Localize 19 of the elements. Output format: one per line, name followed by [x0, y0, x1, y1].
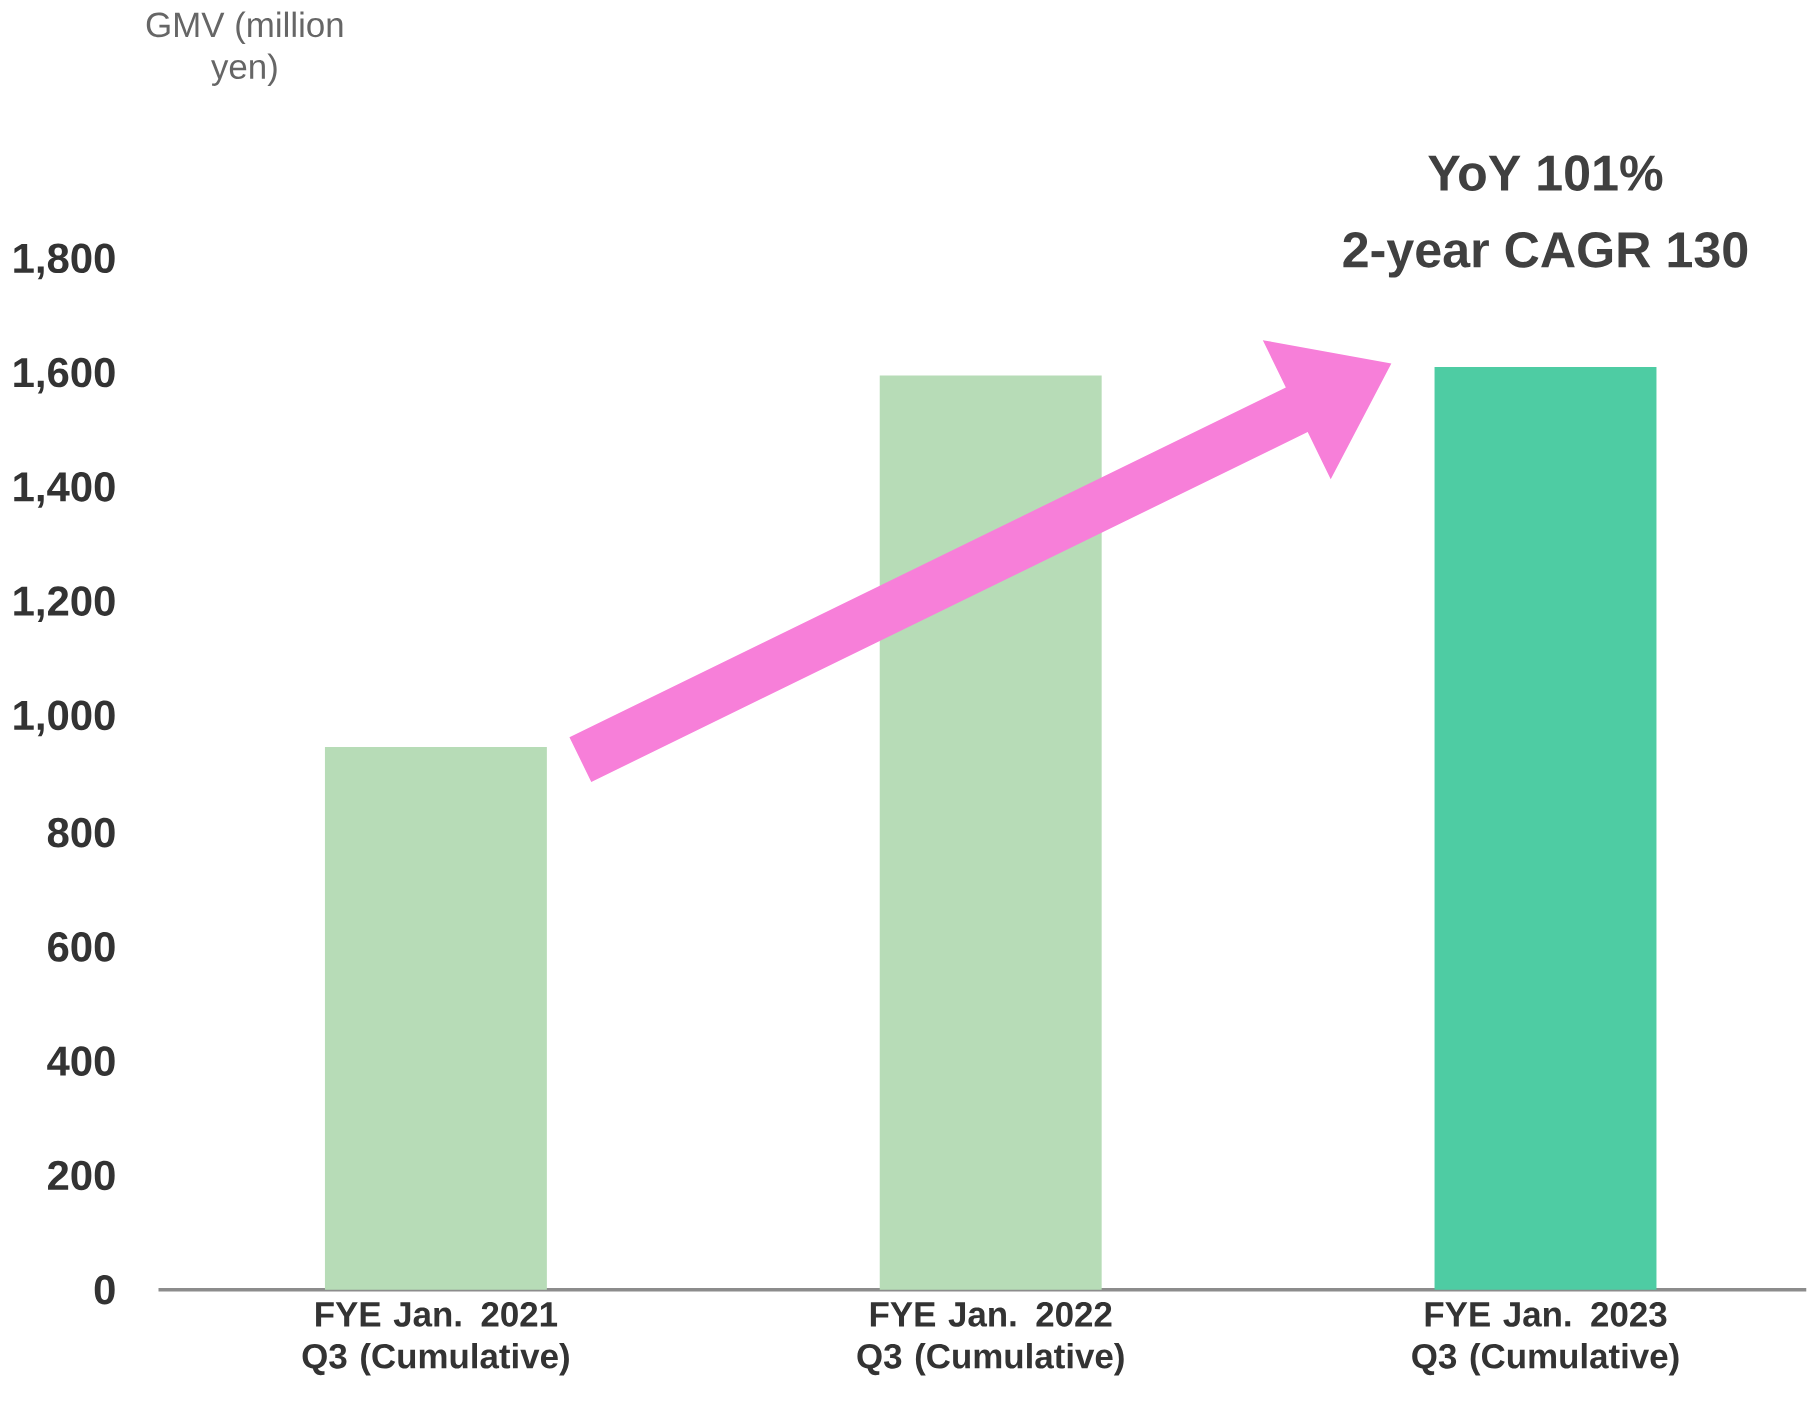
x-tick-label: FYE Jan. 2022 Q3 (Cumulative)	[857, 1302, 1124, 1376]
y-axis-title: GMV (million yen)	[146, 11, 343, 87]
bar	[879, 375, 1102, 1290]
y-tick-label: 1,600	[14, 357, 115, 394]
y-tick-label: 1,000	[14, 700, 115, 737]
y-tick-label: 0	[94, 1275, 115, 1305]
annotation: 2-year CAGR 130	[1343, 232, 1748, 278]
y-tick-label: 1,800	[14, 243, 115, 280]
y-tick-label: 1,200	[14, 586, 115, 623]
y-tick-label: 1,400	[14, 472, 115, 508]
x-tick-label: FYE Jan. 2023 Q3 (Cumulative)	[1412, 1302, 1679, 1376]
y-tick-label: 200	[48, 1160, 115, 1191]
y-tick-label: 800	[47, 817, 115, 848]
x-tick-label: FYE Jan. 2021 Q3 (Cumulative)	[302, 1302, 569, 1376]
y-tick-label: 400	[47, 1046, 115, 1077]
bar	[324, 747, 547, 1290]
y-tick-label: 600	[48, 932, 115, 962]
bar	[1434, 367, 1657, 1290]
text: YoY 101%	[1428, 155, 1663, 192]
